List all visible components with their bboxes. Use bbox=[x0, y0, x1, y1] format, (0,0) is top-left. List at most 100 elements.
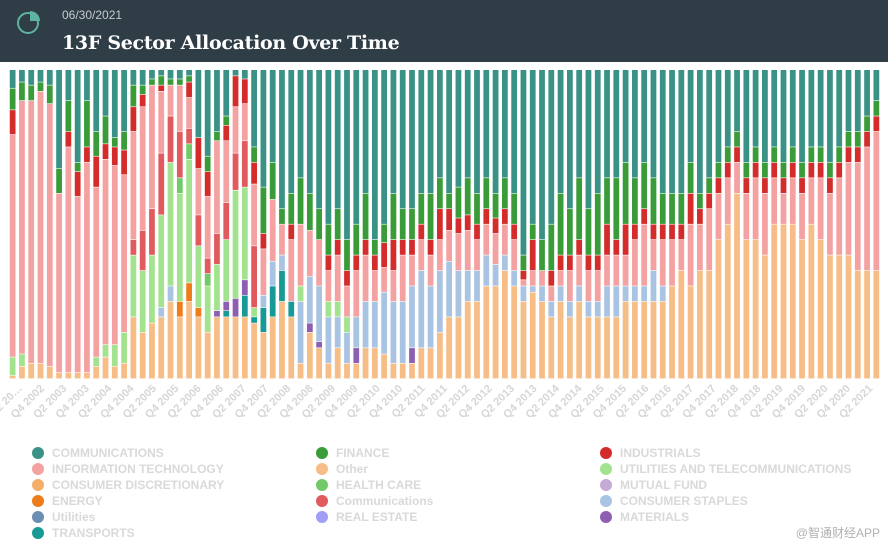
bar-segment-info_tech bbox=[873, 131, 880, 271]
bar-segment-finance bbox=[334, 209, 341, 240]
bar-segment-communications bbox=[371, 70, 378, 240]
bar-segment-info_tech bbox=[864, 147, 870, 271]
bar-segment-industrials bbox=[604, 224, 610, 255]
bar-segment-info_tech bbox=[854, 162, 861, 271]
bar-segment-materials bbox=[241, 280, 248, 295]
bar-segment-consumer_staples bbox=[511, 270, 518, 286]
bar-segment-other bbox=[873, 270, 880, 379]
bar-segment-consumer_staples bbox=[436, 270, 443, 333]
bar-segment-utilities_tel bbox=[232, 190, 239, 299]
bar-segment-consumer_staples bbox=[409, 286, 415, 348]
bar-segment-info_tech bbox=[223, 141, 230, 203]
bar-segment-finance bbox=[817, 147, 824, 163]
bar-segment-consumer_staples bbox=[455, 270, 462, 317]
legend-item[interactable]: INDUSTRIALS bbox=[600, 445, 701, 461]
bar-segment-communications bbox=[817, 70, 824, 147]
legend-item[interactable]: Utilities bbox=[32, 509, 95, 525]
legend-item[interactable]: ENERGY bbox=[32, 493, 103, 509]
bar-segment-finance bbox=[734, 131, 740, 147]
bar-segment-industrials bbox=[121, 150, 127, 175]
legend-item[interactable]: CONSUMER STAPLES bbox=[600, 493, 748, 509]
legend-item[interactable]: INFORMATION TECHNOLOGY bbox=[32, 461, 224, 477]
bar-segment-communications bbox=[167, 70, 174, 79]
legend-item[interactable]: Communications bbox=[316, 493, 433, 509]
bar-segment-materials bbox=[409, 348, 415, 363]
bar-segment-finance bbox=[102, 116, 109, 144]
bar-segment-other bbox=[102, 357, 109, 379]
bar-segment-consumer_staples bbox=[381, 292, 388, 354]
bar-segment-communications bbox=[724, 70, 731, 147]
bar-segment-industrials bbox=[427, 239, 434, 255]
bar-segment-info_tech bbox=[316, 239, 322, 286]
legend-item[interactable]: CONSUMER DISCRETIONARY bbox=[32, 477, 224, 493]
bar-segment-industrials bbox=[409, 239, 415, 255]
legend-item[interactable]: REAL ESTATE bbox=[316, 509, 417, 525]
legend-item[interactable]: FINANCE bbox=[316, 445, 389, 461]
bar-segment-communications bbox=[687, 70, 694, 163]
bar-segment-comms_red bbox=[241, 141, 248, 187]
bar-segment-consumer_staples bbox=[344, 332, 350, 363]
bar-segment-finance bbox=[56, 168, 62, 193]
bar-segment-other bbox=[269, 317, 276, 379]
bar-segment-finance bbox=[269, 162, 276, 200]
bar-segment-other bbox=[455, 317, 462, 379]
legend-item[interactable]: HEALTH CARE bbox=[316, 477, 421, 493]
bar-segment-info_tech bbox=[492, 233, 499, 265]
bar-segment-communications bbox=[399, 70, 406, 209]
bar-segment-communications bbox=[381, 70, 388, 224]
legend-swatch-icon bbox=[600, 479, 612, 491]
bar-segment-info_tech bbox=[344, 286, 350, 317]
bar-segment-comms_red bbox=[139, 230, 146, 271]
bar-segment-info_tech bbox=[799, 193, 805, 240]
bar-segment-communications bbox=[28, 70, 35, 85]
bar-segment-finance bbox=[567, 209, 573, 255]
bar-segment-info_tech bbox=[9, 134, 16, 357]
bar-segment-consumer_staples bbox=[492, 264, 499, 286]
legend-swatch-icon bbox=[316, 495, 328, 507]
chart-legend: COMMUNICATIONS FINANCE INDUSTRIALS INFORMAT… bbox=[0, 444, 888, 544]
bar-segment-comms_red bbox=[195, 215, 202, 246]
bar-segment-other bbox=[641, 301, 648, 379]
legend-label: TRANSPORTS bbox=[52, 526, 135, 540]
bar-segment-consumer_staples bbox=[585, 301, 592, 317]
bar-segment-finance bbox=[464, 178, 471, 215]
bar-segment-utilities_tel bbox=[102, 345, 109, 357]
legend-item[interactable]: UTILITIES AND TELECOMMUNICATIONS bbox=[600, 461, 851, 477]
bar-segment-info_tech bbox=[446, 230, 453, 261]
bar-segment-other bbox=[789, 224, 796, 379]
bar-segment-communications bbox=[9, 70, 16, 88]
legend-item[interactable]: COMMUNICATIONS bbox=[32, 445, 164, 461]
bar-segment-utilities_tel bbox=[325, 301, 332, 317]
bar-segment-other bbox=[186, 301, 192, 379]
bar-segment-industrials bbox=[632, 224, 638, 240]
bar-segment-other bbox=[539, 301, 545, 379]
bar-segment-finance bbox=[418, 193, 425, 224]
bar-segment-industrials bbox=[724, 162, 731, 178]
bar-segment-finance bbox=[715, 162, 722, 178]
legend-item[interactable]: TRANSPORTS bbox=[32, 525, 135, 541]
bar-segment-communications bbox=[288, 70, 295, 193]
bar-segment-other bbox=[334, 348, 341, 379]
bar-segment-other bbox=[37, 363, 44, 379]
bar-segment-industrials bbox=[158, 85, 165, 92]
bar-segment-comms_red bbox=[204, 258, 211, 274]
bar-segment-info_tech bbox=[455, 233, 462, 271]
bar-segment-info_tech bbox=[539, 270, 545, 286]
legend-item[interactable]: MUTUAL FUND bbox=[600, 477, 707, 493]
legend-label: UTILITIES AND TELECOMMUNICATIONS bbox=[620, 462, 852, 476]
bar-segment-communications bbox=[214, 70, 220, 132]
bar-segment-industrials bbox=[669, 224, 675, 240]
bar-segment-industrials bbox=[752, 162, 759, 178]
bar-segment-info_tech bbox=[622, 255, 629, 286]
bar-segment-other bbox=[9, 375, 16, 379]
bar-segment-consumer_staples bbox=[567, 301, 573, 317]
bar-segment-finance bbox=[641, 162, 648, 209]
legend-item[interactable]: MATERIALS bbox=[600, 509, 689, 525]
bar-segment-other bbox=[567, 317, 573, 379]
bar-segment-communications bbox=[799, 70, 805, 163]
bar-segment-communications bbox=[93, 70, 100, 132]
bar-segment-other bbox=[697, 270, 703, 379]
legend-item[interactable]: Other bbox=[316, 461, 368, 477]
bar-segment-info_tech bbox=[762, 193, 768, 255]
bar-segment-industrials bbox=[678, 224, 685, 240]
